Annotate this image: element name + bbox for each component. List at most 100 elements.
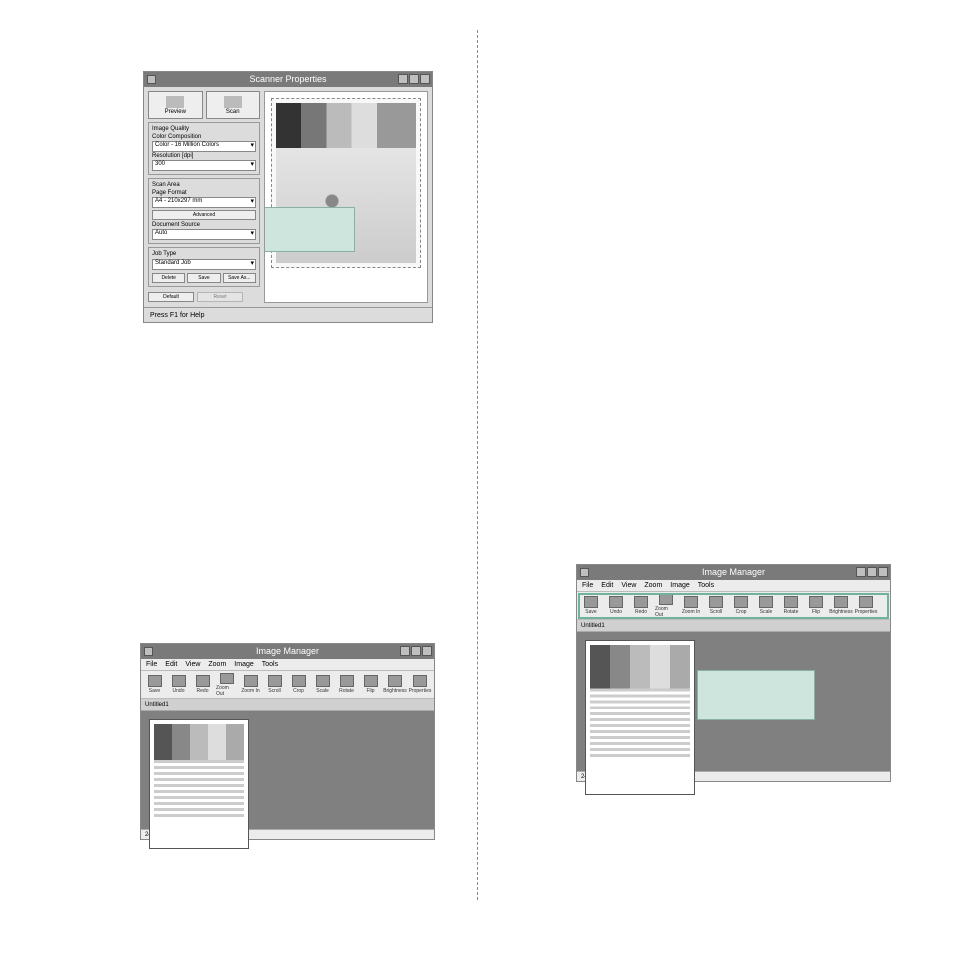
callout-box [697,670,815,720]
close-icon[interactable] [878,567,888,577]
titlebar[interactable]: Image Manager [577,565,890,580]
window-title: Image Manager [702,567,765,577]
toolbar-label: Zoom In [241,688,259,694]
close-icon[interactable] [422,646,432,656]
redo-button[interactable]: Redo [192,673,213,697]
menu-zoom[interactable]: Zoom [644,582,662,589]
job-type-group: Job Type Standard Job Delete Save Save A… [148,247,260,287]
menu-image[interactable]: Image [234,661,253,668]
menu-file[interactable]: File [146,661,157,668]
group-title: Job Type [152,251,256,257]
titlebar[interactable]: Scanner Properties [144,72,432,87]
canvas-area[interactable] [577,632,890,771]
rotate-icon [340,675,354,687]
menu-tools[interactable]: Tools [698,582,714,589]
system-menu-icon[interactable] [580,568,589,577]
canvas-area[interactable] [141,711,434,829]
zoom-out-button[interactable]: Zoom Out [216,673,237,697]
scan-button[interactable]: Scan [206,91,261,119]
redo-icon [196,675,210,687]
scroll-button[interactable]: Scroll [264,673,285,697]
close-icon[interactable] [420,74,430,84]
zoom-in-button[interactable]: Zoom In [680,594,702,618]
crop-button[interactable]: Crop [730,594,752,618]
menu-zoom[interactable]: Zoom [208,661,226,668]
maximize-icon[interactable] [867,567,877,577]
rotate-button[interactable]: Rotate [336,673,357,697]
toolbar-label: Crop [293,688,304,694]
maximize-icon[interactable] [411,646,421,656]
brightness-button[interactable]: Brightness [830,594,852,618]
toolbar-label: Undo [173,688,185,694]
menu-file[interactable]: File [582,582,593,589]
system-menu-icon[interactable] [147,75,156,84]
properties-button[interactable]: Properties [855,594,877,618]
resolution-select[interactable]: 300 [152,160,256,171]
document-thumbnail[interactable] [149,719,249,849]
preview-button[interactable]: Preview [148,91,203,119]
rotate-button[interactable]: Rotate [780,594,802,618]
zoom-in-button[interactable]: Zoom In [240,673,261,697]
scale-button[interactable]: Scale [312,673,333,697]
advanced-button[interactable]: Advanced [152,210,256,220]
tab-label: Untitled1 [581,623,605,629]
page-format-select[interactable]: A4 - 210x297 mm [152,197,256,208]
scale-button[interactable]: Scale [755,594,777,618]
menu-tools[interactable]: Tools [262,661,278,668]
properties-icon [859,596,873,608]
menu-image[interactable]: Image [670,582,689,589]
scan-area-group: Scan Area Page Format A4 - 210x297 mm Ad… [148,178,260,244]
default-button[interactable]: Default [148,292,194,302]
toolbar-label: Zoom In [682,609,700,615]
scan-label: Scan [226,109,240,115]
toolbar-label: Scale [760,609,773,615]
brightness-icon [834,596,848,608]
save-button[interactable]: Save [144,673,165,697]
maximize-icon[interactable] [409,74,419,84]
menu-edit[interactable]: Edit [601,582,613,589]
flip-button[interactable]: Flip [360,673,381,697]
system-menu-icon[interactable] [144,647,153,656]
tab-label: Untitled1 [145,702,169,708]
toolbar-label: Crop [736,609,747,615]
toolbar-label: Scale [316,688,329,694]
undo-button[interactable]: Undo [605,594,627,618]
undo-icon [172,675,186,687]
toolbar-label: Save [585,609,596,615]
callout-box [264,207,355,252]
color-composition-select[interactable]: Color - 16 Million Colors [152,141,256,152]
minimize-icon[interactable] [398,74,408,84]
scan-preview-pane[interactable] [264,91,428,303]
save-button[interactable]: Save [187,273,220,283]
scroll-button[interactable]: Scroll [705,594,727,618]
status-bar: Press F1 for Help [144,307,432,322]
toolbar-label: Redo [635,609,647,615]
minimize-icon[interactable] [856,567,866,577]
properties-button[interactable]: Properties [409,673,431,697]
delete-button[interactable]: Delete [152,273,185,283]
undo-button[interactable]: Undo [168,673,189,697]
crop-button[interactable]: Crop [288,673,309,697]
save-as-button[interactable]: Save As... [223,273,256,283]
menu-edit[interactable]: Edit [165,661,177,668]
toolbar-label: Brightness [829,609,853,615]
zoom-out-button[interactable]: Zoom Out [655,594,677,618]
document-thumbnail[interactable] [585,640,695,795]
flip-icon [809,596,823,608]
minimize-icon[interactable] [400,646,410,656]
reset-button[interactable]: Reset [197,292,243,302]
save-button[interactable]: Save [580,594,602,618]
toolbar: Save Undo Redo Zoom Out Zoom In Scroll Crop Sca… [141,671,434,699]
toolbar-label: Redo [197,688,209,694]
titlebar[interactable]: Image Manager [141,644,434,659]
job-type-select[interactable]: Standard Job [152,259,256,270]
menu-view[interactable]: View [185,661,200,668]
menu-view[interactable]: View [621,582,636,589]
redo-button[interactable]: Redo [630,594,652,618]
document-source-select[interactable]: Auto [152,229,256,240]
flip-button[interactable]: Flip [805,594,827,618]
document-source-value: Auto [155,230,167,236]
tab-strip[interactable]: Untitled1 [141,699,434,711]
tab-strip[interactable]: Untitled1 [577,620,890,632]
brightness-button[interactable]: Brightness [384,673,406,697]
